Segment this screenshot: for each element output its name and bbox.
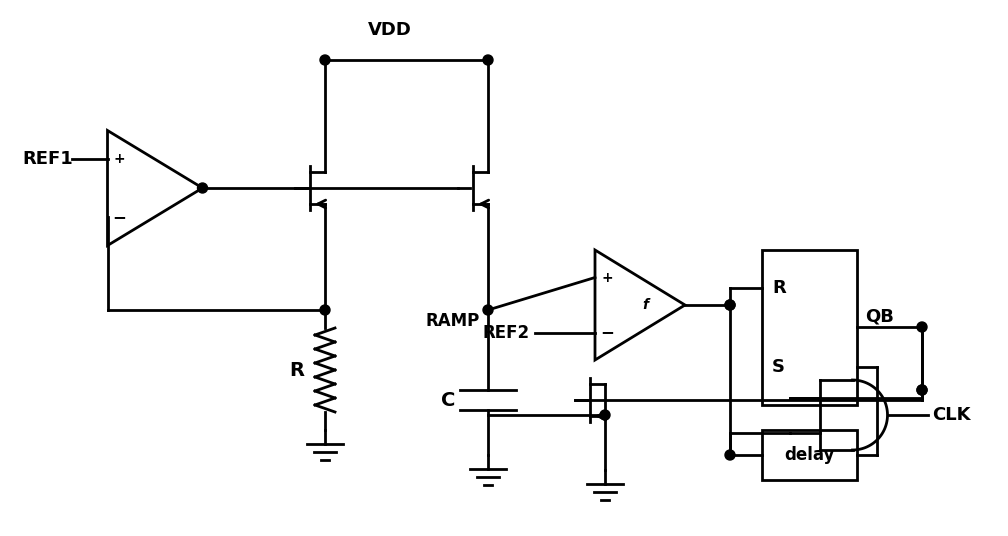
Text: CLK: CLK	[932, 406, 971, 424]
Circle shape	[917, 385, 927, 395]
Circle shape	[725, 300, 735, 310]
Text: REF2: REF2	[483, 324, 530, 341]
Bar	[762, 250, 857, 405]
Text: +: +	[114, 152, 125, 166]
Text: delay: delay	[784, 446, 835, 464]
Circle shape	[198, 183, 208, 193]
Text: C: C	[440, 391, 456, 410]
Text: VDD: VDD	[368, 21, 412, 39]
Circle shape	[917, 385, 927, 395]
Text: REF1: REF1	[22, 150, 73, 168]
Text: R: R	[772, 279, 786, 297]
Text: S: S	[772, 358, 785, 376]
Circle shape	[483, 305, 493, 315]
Text: +: +	[601, 271, 613, 285]
Text: −: −	[600, 324, 614, 341]
Text: f: f	[642, 298, 648, 312]
Circle shape	[725, 450, 735, 460]
Text: R: R	[289, 361, 304, 379]
Circle shape	[917, 322, 927, 332]
Circle shape	[320, 305, 330, 315]
Text: QB: QB	[865, 308, 894, 326]
Circle shape	[483, 55, 493, 65]
Bar	[762, 430, 857, 480]
Text: −: −	[113, 208, 126, 226]
Circle shape	[725, 300, 735, 310]
Circle shape	[320, 55, 330, 65]
Text: RAMP: RAMP	[425, 312, 480, 330]
Circle shape	[600, 410, 610, 420]
